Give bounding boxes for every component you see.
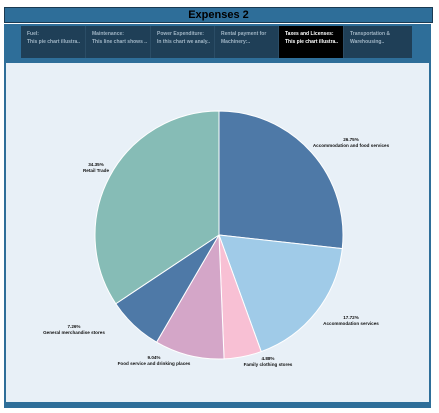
- tab-rental-payment[interactable]: Rental payment for Machinery:..: [215, 26, 279, 58]
- tab-title: Maintenance:: [92, 31, 124, 37]
- slice-category-label: Accommodation services: [323, 321, 379, 326]
- chart-panel: 26.75% Accommodation and food services 17.…: [6, 63, 429, 402]
- slice-category-label: Food service and drinking places: [118, 361, 191, 366]
- tab-fuel[interactable]: Fuel: This pie chart illustra..: [21, 26, 86, 58]
- slice-category-label: General merchandise stores: [43, 330, 105, 335]
- tab-caption: Warehousing..: [350, 39, 385, 45]
- tab-title: Fuel:: [27, 31, 39, 37]
- tab-title: Power Expenditure:: [157, 31, 204, 37]
- tab-power-expenditure[interactable]: Power Expenditure: In this chart we anal…: [151, 26, 215, 58]
- tab-maintenance[interactable]: Maintenance: This line chart shows ..: [86, 26, 151, 58]
- slice-percent-label: 26.75%: [343, 137, 359, 142]
- tab-taxes-and-licenses[interactable]: Taxes and Licenses: This pie chart illus…: [279, 26, 344, 58]
- tab-caption: Machinery:..: [221, 39, 251, 45]
- tab-caption: This pie chart illustra..: [285, 39, 339, 45]
- dashboard-title-bar: Expenses 2: [4, 7, 433, 23]
- tab-title: Taxes and Licenses:: [285, 31, 334, 37]
- pie-slice-retail-trade[interactable]: [94, 110, 220, 305]
- tab-caption: This pie chart illustra..: [27, 39, 81, 45]
- tab-caption: This line chart shows ..: [92, 39, 148, 45]
- slice-percent-label: 34.35%: [88, 162, 104, 167]
- tab-caption: In this chart we analy..: [157, 39, 210, 45]
- slice-percent-label: 9.04%: [147, 355, 160, 360]
- slice-category-label: Family clothing stores: [244, 362, 293, 367]
- slice-percent-label: 4.88%: [261, 356, 274, 361]
- slice-category-label: Retail Trade: [83, 168, 109, 173]
- tab-transportation-warehousing[interactable]: Transportation & Warehousing..: [344, 26, 412, 58]
- pie-slice-accommodation-and-food-services[interactable]: [218, 110, 344, 250]
- dashboard-title: Expenses 2: [188, 9, 249, 21]
- tab-title: Transportation &: [350, 31, 391, 37]
- slice-percent-label: 17.72%: [343, 315, 359, 320]
- slice-percent-label: 7.26%: [67, 324, 80, 329]
- story-tab-strip: Fuel: This pie chart illustra.. Maintena…: [21, 26, 412, 58]
- slice-category-label: Accommodation and food services: [313, 143, 390, 148]
- pie-chart: 26.75%Accommodation and food services 17.…: [43, 110, 390, 367]
- pie-slice-accommodation-services[interactable]: [218, 234, 343, 353]
- tab-title: Rental payment for: [221, 31, 267, 37]
